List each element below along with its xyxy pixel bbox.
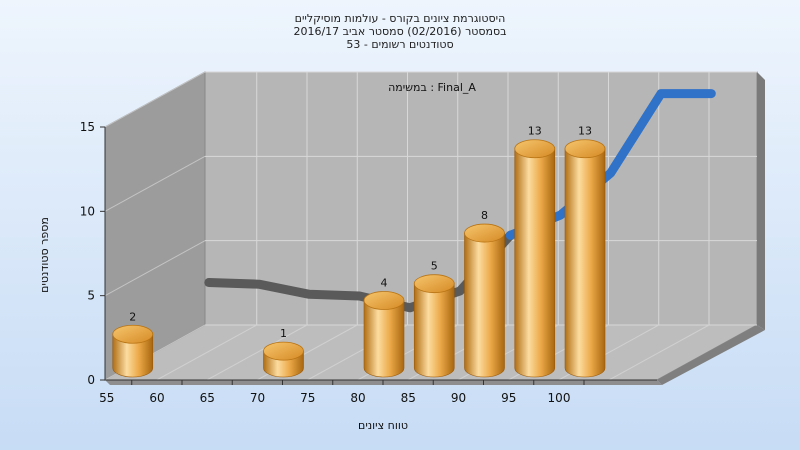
right-edge xyxy=(757,72,765,330)
bar-cap xyxy=(263,341,304,361)
x-tick-label: 90 xyxy=(451,391,466,405)
bar-body xyxy=(413,283,455,378)
x-tick-label: 60 xyxy=(149,391,164,405)
bar-value-label: 8 xyxy=(481,209,488,222)
bar-value-label: 2 xyxy=(129,310,136,323)
bar-body xyxy=(464,232,505,378)
bar-body xyxy=(564,148,606,378)
bar-cap xyxy=(363,291,405,310)
bar-value-label: 5 xyxy=(431,260,438,273)
bar-value-label: 4 xyxy=(381,277,388,290)
bar-95: 13 xyxy=(514,125,556,378)
y-tick-label: 5 xyxy=(87,289,95,303)
bar-70: 1 xyxy=(263,327,304,378)
trend-curve-gray xyxy=(204,230,515,313)
y-axis-label: מספר סטודנטים xyxy=(38,217,51,293)
y-tick-label: 10 xyxy=(80,204,95,218)
bar-55: 2 xyxy=(112,310,154,378)
floor-edge-right xyxy=(657,325,765,385)
bar-80: 4 xyxy=(363,277,405,378)
grid-line-side xyxy=(104,71,206,128)
bar-value-label: 13 xyxy=(528,125,542,138)
bar-cap xyxy=(464,223,505,243)
bar-cap xyxy=(514,139,556,159)
bar-body xyxy=(514,148,556,378)
x-tick-label: 95 xyxy=(501,391,516,405)
bar-85: 5 xyxy=(413,260,455,378)
bar-body xyxy=(112,333,154,378)
x-tick-label: 85 xyxy=(401,391,416,405)
chart-title-line-2: בסמסטר (02/2016) סמסטר אביב 2016/17 xyxy=(293,25,507,38)
task-annotation: במשימה : Final_A xyxy=(388,81,476,94)
y-tick-label: 15 xyxy=(80,120,95,134)
grid-line-side xyxy=(104,240,206,297)
bar-value-label: 1 xyxy=(280,327,287,340)
x-tick-label: 100 xyxy=(548,391,571,405)
x-axis-label: טווח ציונים xyxy=(358,419,408,432)
x-tick-label: 75 xyxy=(300,391,315,405)
x-tick-label: 80 xyxy=(350,391,365,405)
bars: 2 1 4 5 8 13 13 xyxy=(112,125,606,378)
bar-cap xyxy=(413,274,455,294)
bar-value-label: 13 xyxy=(578,125,592,138)
x-tick-label: 55 xyxy=(99,391,114,405)
chart-title-line-3: סטודנטים רשומים - 53 xyxy=(346,38,454,51)
bar-body xyxy=(363,300,405,378)
bar-cap xyxy=(112,324,154,344)
grid-line-floor xyxy=(206,324,308,381)
grid-line-floor xyxy=(156,324,257,381)
grid-line-floor xyxy=(608,324,710,381)
x-tick-label: 65 xyxy=(200,391,215,405)
bar-90: 8 xyxy=(464,209,505,378)
y-tick-label: 0 xyxy=(87,373,95,387)
grid-line-side xyxy=(104,155,206,212)
bar-cap xyxy=(564,139,606,159)
bar-100: 13 xyxy=(564,125,606,378)
chart-title-line-1: היסטוגרמת ציונים בקורס - עולמות מוסיקליי… xyxy=(294,12,506,25)
x-tick-label: 70 xyxy=(250,391,265,405)
